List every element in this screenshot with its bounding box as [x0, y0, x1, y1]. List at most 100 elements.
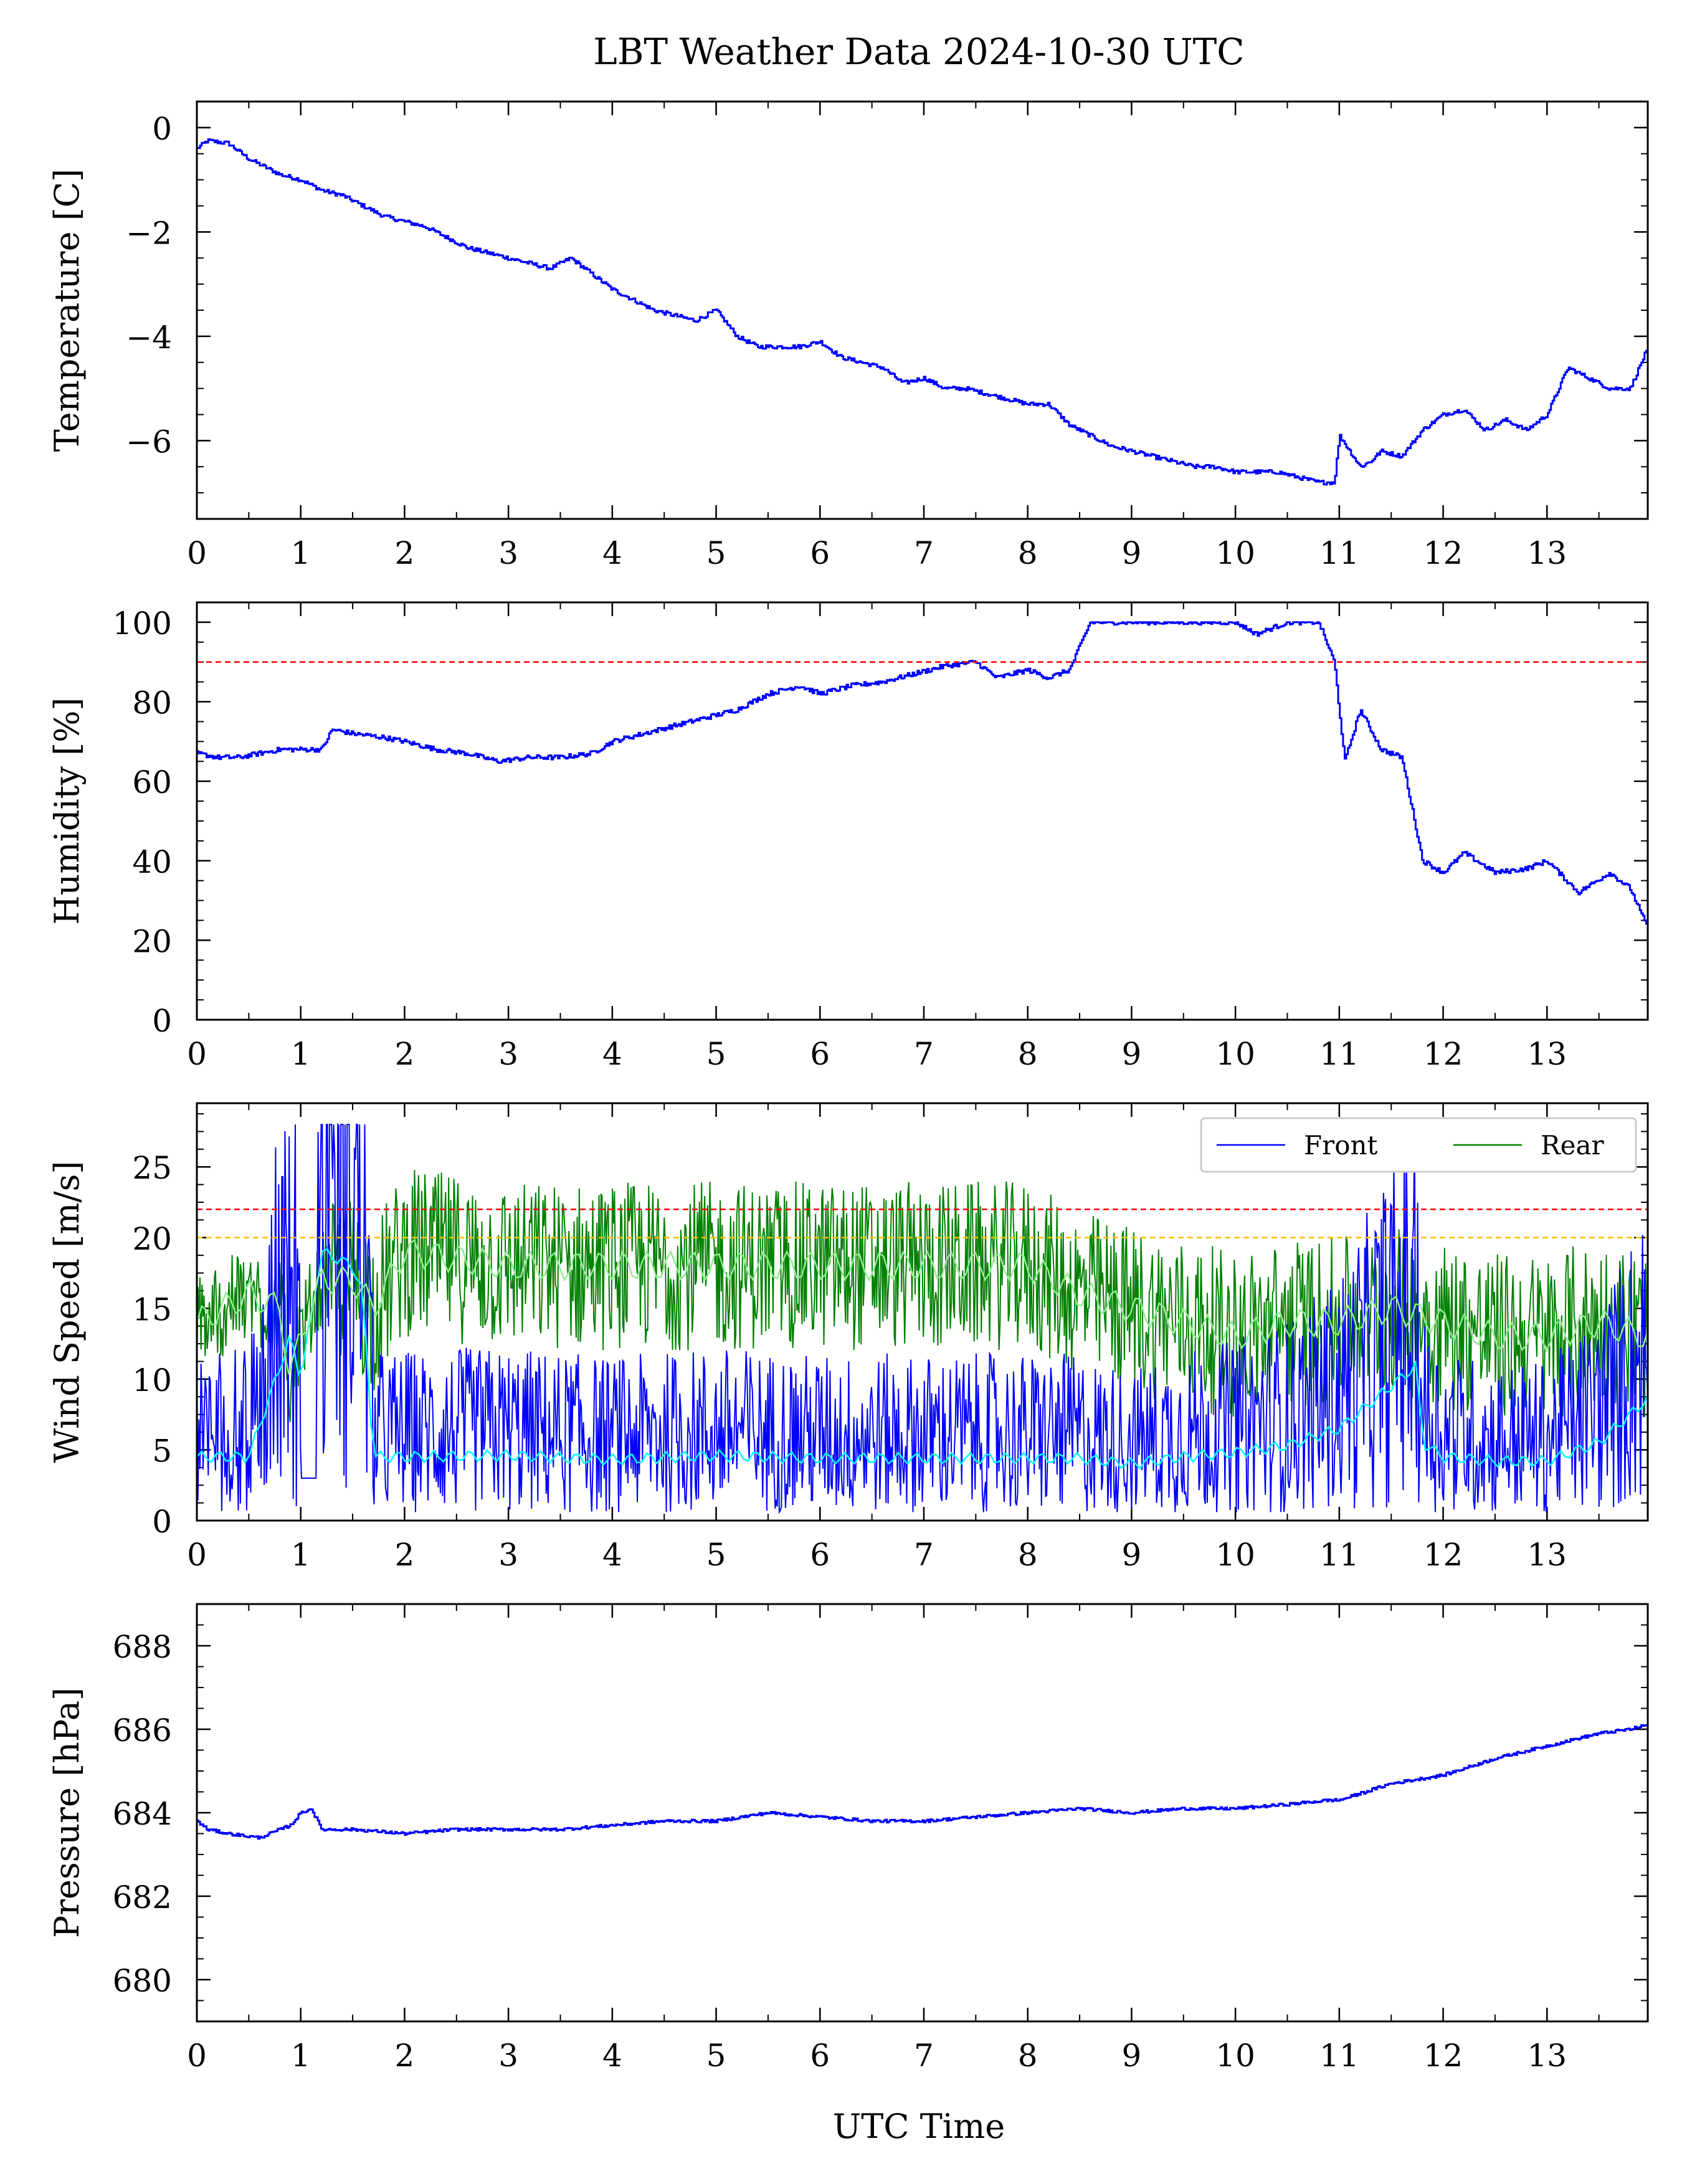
pressure-xtick-label: 7 [914, 2038, 934, 2074]
humidity-xtick-label: 4 [602, 1036, 622, 1072]
humidity-xtick-label: 13 [1527, 1036, 1567, 1072]
wind-speed-xtick-label: 0 [187, 1537, 207, 1573]
pressure-ytick-label: 688 [113, 1629, 172, 1665]
wind-speed-xtick-label: 10 [1215, 1537, 1255, 1573]
wind-speed-ytick-label: 20 [132, 1221, 172, 1257]
humidity-ytick-label: 40 [132, 844, 172, 880]
temperature-xtick-label: 12 [1423, 535, 1463, 571]
wind-speed-xtick-label: 9 [1122, 1537, 1142, 1573]
humidity-xtick-label: 9 [1122, 1036, 1142, 1072]
humidity-ytick-label: 100 [113, 605, 172, 642]
x-axis-label: UTC Time [833, 2107, 1005, 2146]
temperature-ytick-label: −4 [126, 320, 172, 356]
humidity-xtick-label: 6 [810, 1036, 830, 1072]
wind-speed-axes-frame [196, 1102, 1649, 1522]
humidity-ytick-label: 20 [132, 923, 172, 959]
pressure-xtick-label: 0 [187, 2038, 207, 2074]
temperature-ytick-label: −6 [126, 424, 172, 460]
legend-box [1200, 1117, 1637, 1173]
wind-speed-xtick-label: 8 [1018, 1537, 1038, 1573]
temperature-xtick-label: 7 [914, 535, 934, 571]
humidity-y-axis-label: Humidity [%] [47, 697, 87, 924]
wind-speed-xtick-label: 3 [498, 1537, 518, 1573]
temperature-xtick-label: 4 [602, 535, 622, 571]
temperature-xtick-label: 11 [1319, 535, 1359, 571]
temperature-plot-area [197, 138, 1648, 486]
pressure-xtick-label: 6 [810, 2038, 830, 2074]
wind-speed-xtick-label: 7 [914, 1537, 934, 1573]
pressure-xtick-label: 11 [1319, 2038, 1359, 2074]
humidity-xtick-label: 11 [1319, 1036, 1359, 1072]
wind-speed-ytick-label: 25 [132, 1150, 172, 1186]
humidity-xtick-label: 2 [395, 1036, 415, 1072]
temperature-ytick-label: −2 [126, 215, 172, 251]
pressure-xtick-label: 9 [1122, 2038, 1142, 2074]
humidity-xtick-label: 8 [1018, 1036, 1038, 1072]
wind-speed-ytick-label: 15 [132, 1291, 172, 1327]
wind-legend: Front Rear [1200, 1117, 1637, 1173]
humidity-ytick-label: 80 [132, 685, 172, 721]
pressure-plot-area [197, 1724, 1648, 1840]
wind-speed-xtick-label: 5 [706, 1537, 726, 1573]
humidity-ytick-label: 0 [152, 1003, 172, 1039]
wind-speed-xtick-label: 2 [395, 1537, 415, 1573]
wind-speed-xtick-label: 12 [1423, 1537, 1463, 1573]
humidity-axes-frame [196, 601, 1649, 1021]
pressure-xtick-label: 1 [291, 2038, 311, 2074]
temperature-xtick-label: 8 [1018, 535, 1038, 571]
humidity-xtick-label: 0 [187, 1036, 207, 1072]
pressure-ytick-label: 686 [113, 1712, 172, 1749]
humidity-xtick-label: 10 [1215, 1036, 1255, 1072]
temperature-xtick-label: 3 [498, 535, 518, 571]
temperature-y-axis-label: Temperature [C] [47, 169, 87, 452]
pressure-xtick-label: 10 [1215, 2038, 1255, 2074]
chart-title: LBT Weather Data 2024-10-30 UTC [593, 31, 1244, 73]
temperature-axes-frame [196, 100, 1649, 520]
humidity-xtick-label: 12 [1423, 1036, 1463, 1072]
wind-front-mean-line [197, 1248, 1648, 1470]
legend-entry-rear: Rear [1541, 1130, 1605, 1161]
pressure-series-line [197, 1724, 1648, 1840]
humidity-plot-area [197, 621, 1648, 926]
pressure-xtick-label: 12 [1423, 2038, 1463, 2074]
humidity-xtick-label: 7 [914, 1036, 934, 1072]
temperature-series-line [197, 138, 1648, 486]
wind-speed-ytick-label: 0 [152, 1504, 172, 1540]
wind-speed-xtick-label: 1 [291, 1537, 311, 1573]
pressure-xtick-label: 5 [706, 2038, 726, 2074]
wind-speed-ytick-label: 10 [132, 1362, 172, 1398]
pressure-y-axis-label: Pressure [hPa] [47, 1688, 87, 1938]
wind-speed-y-axis-label: Wind Speed [m/s] [47, 1161, 87, 1463]
temperature-xtick-label: 9 [1122, 535, 1142, 571]
humidity-ytick-label: 60 [132, 764, 172, 800]
temperature-xtick-label: 13 [1527, 535, 1567, 571]
wind-speed-xtick-label: 11 [1319, 1537, 1359, 1573]
temperature-xtick-label: 1 [291, 535, 311, 571]
pressure-xtick-label: 3 [498, 2038, 518, 2074]
temperature-xtick-label: 10 [1215, 535, 1255, 571]
pressure-ytick-label: 684 [113, 1796, 172, 1832]
temperature-ytick-label: 0 [152, 111, 172, 147]
pressure-axes-frame [196, 1603, 1649, 2023]
humidity-xtick-label: 3 [498, 1036, 518, 1072]
temperature-xtick-label: 6 [810, 535, 830, 571]
pressure-xtick-label: 4 [602, 2038, 622, 2074]
wind-speed-xtick-label: 13 [1527, 1537, 1567, 1573]
wind-speed-plot-area [197, 1123, 1648, 1514]
temperature-xtick-label: 5 [706, 535, 726, 571]
legend-entry-front: Front [1304, 1130, 1378, 1161]
wind-rear-mean-line [197, 1238, 1648, 1375]
wind-speed-xtick-label: 6 [810, 1537, 830, 1573]
pressure-xtick-label: 2 [395, 2038, 415, 2074]
pressure-ytick-label: 680 [113, 1963, 172, 1999]
pressure-xtick-label: 8 [1018, 2038, 1038, 2074]
pressure-xtick-label: 13 [1527, 2038, 1567, 2074]
pressure-ytick-label: 682 [113, 1879, 172, 1916]
wind-speed-ytick-label: 5 [152, 1433, 172, 1469]
